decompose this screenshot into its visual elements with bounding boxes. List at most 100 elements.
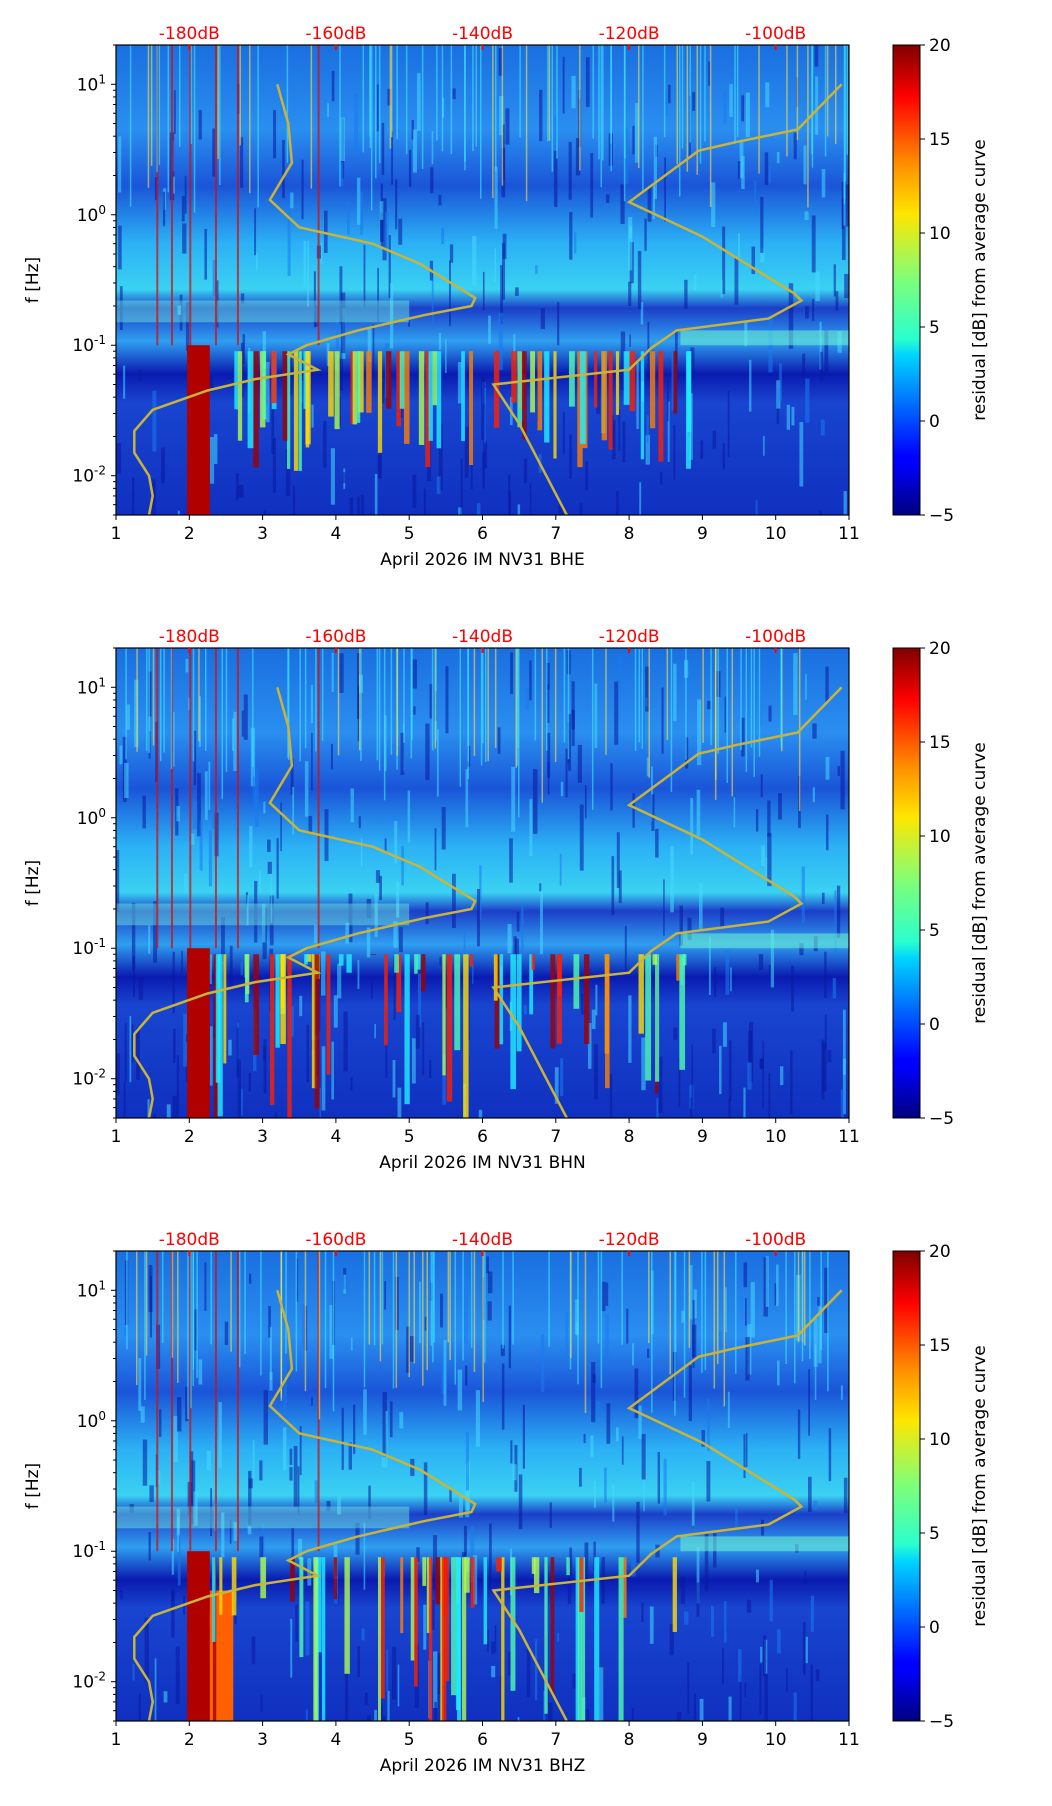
heatmap-transient [550,1557,555,1696]
heatmap-texture [386,1649,389,1692]
heatmap-texture [291,1527,295,1583]
heatmap-texture [711,1605,715,1637]
heatmap-texture [523,458,528,484]
heatmap-texture [520,903,524,953]
heatmap-streak [260,1251,262,1376]
heatmap-texture [237,1059,241,1118]
heatmap-event-line [236,648,239,949]
heatmap-texture [132,1663,135,1681]
heatmap-band [680,933,849,949]
heatmap-streak [450,45,453,155]
heatmap-texture [517,504,521,515]
heatmap-texture [553,150,558,207]
heatmap-texture [707,700,712,710]
heatmap-texture [210,1488,213,1537]
heatmap-texture [353,93,359,157]
heatmap-texture [728,1040,732,1101]
heatmap-texture [494,1625,497,1653]
colorbar-tick-label: 5 [929,921,940,941]
heatmap-texture [778,793,782,820]
heatmap-texture [799,422,804,487]
x-tick-label: 7 [550,524,561,544]
heatmap-texture [272,438,276,493]
heatmap-transient [510,954,517,1090]
heatmap-texture [637,250,642,310]
heatmap-texture [161,447,166,484]
heatmap-transient [282,351,288,441]
heatmap-texture [685,737,689,769]
heatmap-streak [681,45,684,149]
heatmap-streak [447,1251,450,1343]
heatmap-texture [366,1715,372,1721]
heatmap-streak [563,648,566,743]
heatmap-streak [551,45,554,172]
y-tick-label: 10-1 [72,333,106,356]
heatmap-texture [173,1415,178,1462]
heatmap-texture [508,491,512,515]
x-tick-label: 5 [404,1127,415,1147]
heatmap-texture [722,1022,727,1047]
heatmap-texture [776,1264,779,1307]
heatmap-texture [575,1299,579,1335]
heatmap-texture [687,1662,690,1714]
heatmap-streak [304,648,307,749]
heatmap-texture [620,184,625,224]
heatmap-texture [314,1480,319,1504]
heatmap-texture [177,1517,179,1553]
heatmap-texture [583,1433,586,1444]
heatmap-streak [577,1251,579,1385]
heatmap-texture [810,1595,814,1632]
top-axis-label: -120dB [599,1230,660,1250]
heatmap-texture [430,1599,435,1630]
heatmap-streak [484,1251,486,1363]
heatmap-streak [820,1251,822,1350]
heatmap-streak [396,45,398,140]
heatmap-texture [734,258,739,305]
heatmap-texture [663,879,665,936]
heatmap-texture [802,1622,806,1675]
heatmap-texture [348,893,353,943]
colorbar-tick-label: 20 [929,639,951,659]
heatmap-event-line [317,648,320,949]
heatmap-event-line [170,45,173,346]
heatmap-streak [501,45,504,186]
heatmap-texture [302,1272,306,1294]
heatmap-streak [378,45,381,164]
heatmap-texture [374,893,378,937]
colorbar: 20 15 10 5 0 −5 residual [dB] from average cur… [892,36,990,526]
colorbar-label: residual [dB] from average curve [970,139,990,420]
heatmap-texture [725,950,730,995]
heatmap-texture [631,1707,634,1721]
heatmap-transient [299,1557,304,1658]
heatmap-transient [517,351,522,428]
heatmap-streak [244,1251,246,1355]
heatmap-texture [631,1559,636,1577]
heatmap-texture [478,1109,483,1118]
heatmap-streak [339,45,341,187]
heatmap-texture [793,132,797,160]
heatmap-texture [392,1060,396,1098]
heatmap-texture [549,1502,552,1528]
heatmap [116,1251,849,1721]
heatmap-streak [177,1251,179,1383]
heatmap-transient [594,1557,600,1721]
heatmap-streak [834,45,837,144]
heatmap-texture [745,1298,747,1326]
heatmap-texture [443,1339,447,1406]
heatmap-band [116,903,410,926]
heatmap-streak [187,1251,189,1420]
heatmap-texture [457,1369,463,1411]
noise-curve-low [133,83,477,515]
heatmap-texture [826,814,829,851]
heatmap-texture [518,1474,523,1530]
heatmap-texture [339,653,344,693]
y-tick-label: 100 [77,1409,106,1432]
heatmap-streak [470,1251,473,1348]
heatmap-texture [182,223,187,254]
heatmap-texture [579,1467,582,1487]
heatmap-streak [735,1251,737,1374]
heatmap-texture [134,679,139,747]
heatmap-texture [765,857,768,878]
heatmap-texture [714,967,717,997]
heatmap-texture [572,1673,577,1689]
